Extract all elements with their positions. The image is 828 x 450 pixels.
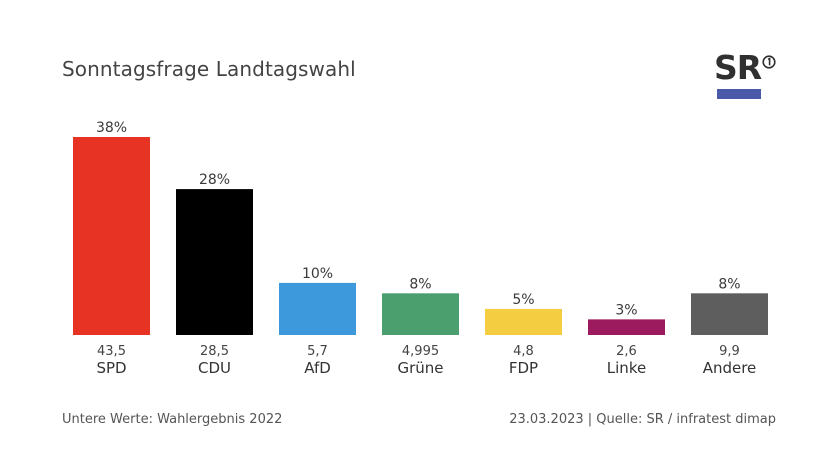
previous-result-andere: 9,9 [719,344,740,359]
bar-fdp [485,308,562,335]
value-label-linke: 3% [615,302,637,318]
category-label-cdu: CDU [198,359,231,377]
previous-result-afd: 5,7 [307,344,328,359]
category-label-spd: SPD [96,359,126,377]
bar-spd [73,137,150,335]
sr-logo-text: SR [714,48,762,87]
ard-one-icon [762,55,776,69]
category-label-andere: Andere [703,359,757,377]
value-label-fdp: 5% [512,292,534,308]
bar-gruene [382,293,459,335]
sr-logo: SR [714,48,776,100]
category-label-linke: Linke [607,359,646,377]
footer-note: Untere Werte: Wahlergebnis 2022 [62,412,283,427]
previous-result-spd: 43,5 [97,344,126,359]
value-label-spd: 38% [96,120,127,136]
value-label-cdu: 28% [199,172,230,188]
chart-title: Sonntagsfrage Landtagswahl [62,57,356,81]
category-label-gruene: Grüne [397,359,443,377]
bar-andere [691,293,768,335]
bar-linke [588,319,665,335]
footer-source: 23.03.2023 | Quelle: SR / infratest dima… [509,412,776,427]
category-label-fdp: FDP [509,359,538,377]
value-label-gruene: 8% [409,276,431,292]
value-label-andere: 8% [718,276,740,292]
previous-result-gruene: 4,995 [402,344,439,359]
sr-logo-bar [717,89,761,99]
previous-result-cdu: 28,5 [200,344,229,359]
category-label-afd: AfD [304,359,331,377]
bar-afd [279,282,356,335]
bar-cdu [176,189,253,335]
previous-result-fdp: 4,8 [513,344,534,359]
value-label-afd: 10% [302,266,333,282]
previous-result-linke: 2,6 [616,344,637,359]
